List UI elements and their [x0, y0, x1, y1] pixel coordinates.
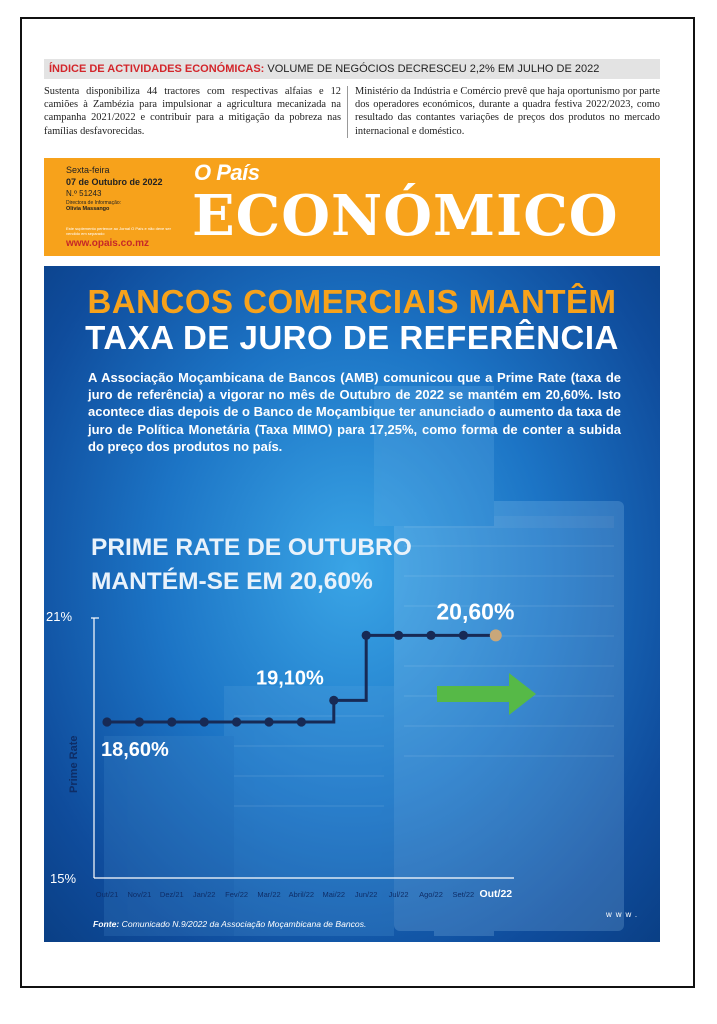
- y-tick-label-bottom: 15%: [50, 871, 76, 886]
- lead-paragraph: A Associação Moçambicana de Bancos (AMB)…: [88, 370, 621, 454]
- x-tick-label: Out/22: [479, 888, 512, 900]
- masthead-director-label: Directora de Informação:: [66, 200, 122, 206]
- masthead-supplement-note: Este suplemento pertence ao Jornal O Paí…: [66, 226, 171, 236]
- chart-subhead: PRIME RATE DE OUTUBRO MANTÉM-SE EM 20,60…: [91, 531, 412, 599]
- x-tick-label: Dez/21: [160, 890, 184, 899]
- headline-line2: TAXA DE JURO DE REFERÊNCIA: [85, 319, 619, 356]
- data-point-abril-22: [296, 717, 306, 727]
- x-tick-label: Jun/22: [355, 890, 378, 899]
- chart-subhead-line2: MANTÉM-SE EM 20,60%: [91, 568, 373, 595]
- data-label: 19,10%: [256, 667, 324, 689]
- masthead-date: 07 de Outubro de 2022: [66, 177, 163, 187]
- ticker-kicker: ÍNDICE DE ACTIVIDADES ECONÓMICAS:: [49, 63, 265, 75]
- data-point-dez-21: [167, 717, 177, 727]
- data-point-mar-22: [264, 717, 274, 727]
- x-tick-label: Ago/22: [419, 890, 443, 899]
- headline-line1: BANCOS COMERCIAIS MANTÊM: [87, 283, 617, 320]
- prime-rate-series-line: [107, 633, 496, 724]
- masthead: Sexta-feira 07 de Outubro de 2022 N.º 51…: [44, 158, 660, 256]
- prime-rate-chart: 21% 15% Prime Rate www. Out/21 Nov/21 Dez/…: [46, 598, 641, 919]
- y-tick-label-top: 21%: [46, 609, 72, 624]
- masthead-day: Sexta-feira: [66, 165, 110, 175]
- chart-subhead-line1: PRIME RATE DE OUTUBRO: [91, 534, 412, 561]
- data-point-out-21: [102, 717, 112, 727]
- brand-logo: O País: [194, 160, 260, 185]
- source-text: Comunicado N.9/2022 da Associação Moçamb…: [119, 919, 367, 929]
- masthead-title: ECONÓMICO: [192, 183, 619, 249]
- column-divider: [347, 86, 348, 138]
- data-point-jan-22: [199, 717, 209, 727]
- x-tick-label: Jul/22: [389, 890, 409, 899]
- x-tick-label: Out/21: [96, 890, 119, 899]
- data-point-out-22: [489, 629, 502, 642]
- arrow-right-icon: [437, 673, 536, 715]
- data-point-ago-22: [426, 630, 436, 640]
- data-point-fev-22: [232, 717, 242, 727]
- x-tick-label: Jan/22: [193, 890, 216, 899]
- data-point-jun-22: [361, 630, 371, 640]
- teaser-left[interactable]: Sustenta disponibiliza 44 tractores com …: [44, 86, 341, 137]
- x-tick-label: Set/22: [453, 890, 475, 899]
- x-tick-label: Abril/22: [289, 890, 314, 899]
- teaser-right[interactable]: Ministério da Indústria e Comércio prevê…: [355, 86, 660, 137]
- data-point-set-22: [458, 630, 468, 640]
- source-note: Fonte: Comunicado N.9/2022 da Associação…: [93, 919, 366, 929]
- data-point-nov-21: [134, 717, 144, 727]
- x-tick-label: Mar/22: [257, 890, 280, 899]
- x-tick-label: Fev/22: [225, 890, 248, 899]
- x-tick-label: Mai/22: [323, 890, 346, 899]
- data-point-jul-22: [394, 630, 404, 640]
- page-border: [20, 17, 695, 988]
- masthead-director-name: Olívia Massango: [66, 206, 110, 212]
- data-label: 20,60%: [436, 598, 514, 624]
- data-point-mai-22: [329, 695, 339, 705]
- masthead-url-link[interactable]: www.opais.co.mz: [66, 238, 149, 249]
- ticker-bar: ÍNDICE DE ACTIVIDADES ECONÓMICAS: VOLUME…: [44, 59, 660, 79]
- y-axis-label: Prime Rate: [68, 736, 80, 793]
- source-label: Fonte:: [93, 919, 120, 929]
- watermark-text: www.: [605, 910, 641, 919]
- data-label: 18,60%: [101, 739, 169, 761]
- masthead-issue-number: N.º 51243: [66, 189, 102, 198]
- x-tick-label: Nov/21: [128, 890, 152, 899]
- feature-infographic: BANCOS COMERCIAIS MANTÊM TAXA DE JURO DE…: [44, 266, 660, 942]
- ticker-text: VOLUME DE NEGÓCIOS DECRESCEU 2,2% EM JUL…: [264, 63, 600, 75]
